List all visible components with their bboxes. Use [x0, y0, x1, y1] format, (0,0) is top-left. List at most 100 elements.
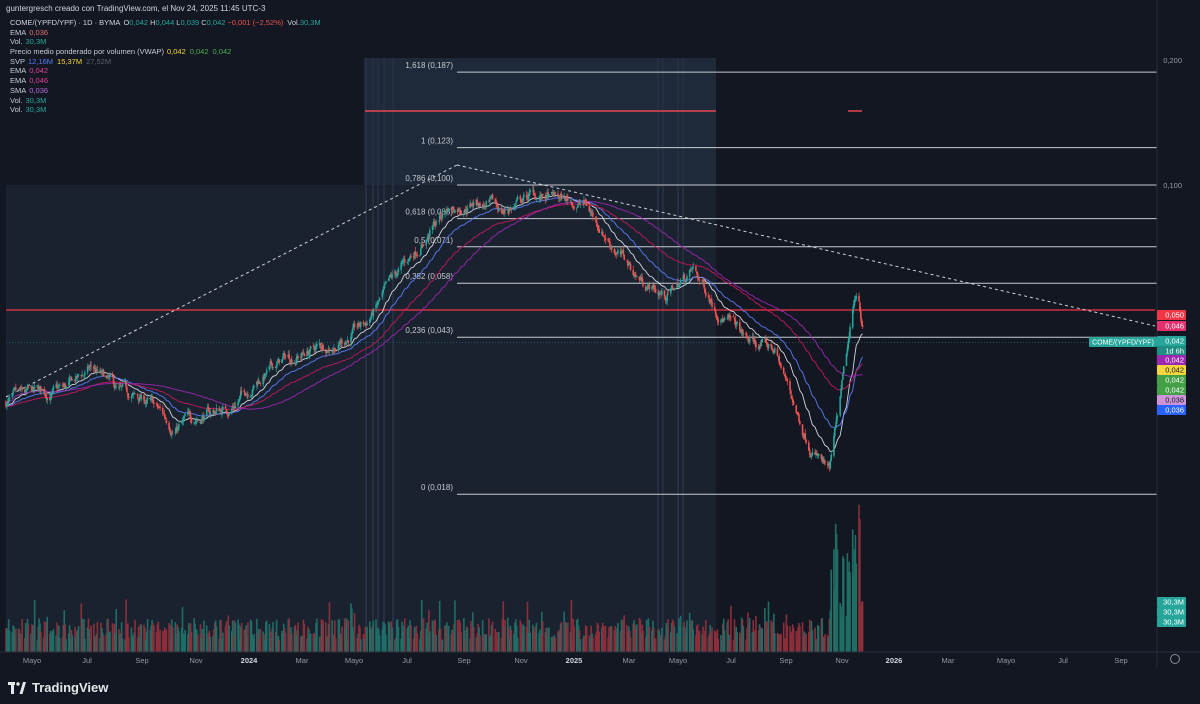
candle-body	[509, 208, 512, 211]
volume-badge[interactable]	[1157, 597, 1186, 607]
volume-bar	[859, 605, 862, 652]
volume-bar	[56, 622, 58, 652]
candle-body	[220, 410, 222, 415]
volume-bar	[732, 639, 735, 652]
candle-body	[532, 189, 534, 191]
candle-body	[695, 266, 697, 272]
volume-bar	[308, 635, 311, 652]
volume-bar	[81, 618, 83, 652]
price-badge[interactable]	[1157, 310, 1186, 320]
candle-body	[741, 329, 744, 335]
legend-indicator-row[interactable]: EMA 0,036	[10, 28, 321, 38]
candle-body	[226, 412, 229, 415]
volume-bar	[57, 635, 59, 652]
volume-bar	[701, 634, 703, 652]
price-badge[interactable]	[1157, 355, 1186, 365]
volume-bar	[95, 633, 98, 652]
price-badge[interactable]	[1157, 405, 1186, 415]
candle-body	[406, 262, 409, 263]
candle-body	[50, 395, 52, 400]
candle-body	[100, 370, 102, 374]
price-badge[interactable]	[1157, 321, 1186, 331]
legend-indicator-row[interactable]: Vol. 30,3M	[10, 37, 321, 47]
price-tick-label: 0,200	[1163, 56, 1182, 65]
time-axis[interactable]: Mayo Jul Sep Nov 2024 Mar Mayo Jul Sep Nov 2025 Mar…	[0, 651, 1200, 665]
trend-lines[interactable]	[5, 164, 1156, 398]
volume-bar	[67, 633, 70, 652]
price-badge[interactable]	[1157, 336, 1186, 346]
volume-bar	[90, 625, 92, 652]
volume-badge[interactable]	[1157, 607, 1186, 617]
settings-gear-icon[interactable]	[1170, 654, 1180, 664]
tradingview-logo[interactable]: TradingView	[8, 680, 108, 695]
candle-body	[176, 427, 178, 431]
candle-body	[389, 274, 392, 277]
candle-body	[65, 385, 67, 388]
legend-indicator-row[interactable]: Vol. 30,3M	[10, 105, 321, 115]
price-badge[interactable]	[1157, 365, 1186, 375]
candle-body	[830, 454, 833, 461]
legend-indicator-row[interactable]: SVP 12,16M 15,37M 27,52M	[10, 57, 321, 67]
trendline-down[interactable]	[456, 164, 1156, 327]
price-badge[interactable]	[1157, 346, 1186, 356]
volume-bar	[752, 620, 755, 652]
volume-bar	[15, 628, 17, 652]
symbol-price-tag[interactable]	[1089, 337, 1157, 347]
price-badge[interactable]	[1157, 395, 1186, 405]
candle-body	[15, 387, 17, 390]
candle-body	[657, 291, 660, 295]
volume-bar	[134, 619, 136, 652]
volume-bar	[282, 634, 284, 652]
trendline-up[interactable]	[5, 164, 458, 398]
legend-indicator-row[interactable]: Vol. 30,3M	[10, 96, 321, 106]
volume-bar	[306, 638, 308, 652]
candle-body	[647, 283, 650, 286]
candle-body	[783, 374, 786, 377]
volume-bar	[661, 627, 663, 652]
candle-body	[629, 263, 632, 270]
volume-bar	[798, 623, 800, 652]
legend-symbol-row[interactable]: COME/(YPFD/YPF) · 1D · BYMA O0,042 H0,044 L…	[10, 18, 321, 28]
legend-indicator-row[interactable]: Precio medio ponderado por volumen (VWAP…	[10, 47, 321, 57]
legend-indicator-row[interactable]: EMA 0,042	[10, 66, 321, 76]
price-badge[interactable]	[1157, 375, 1186, 385]
candle-body	[11, 393, 14, 397]
volume-badge[interactable]	[1157, 617, 1186, 627]
volume-bar	[709, 624, 712, 652]
volume-bar	[108, 632, 110, 652]
candle-body	[541, 193, 544, 196]
candle-body	[402, 260, 404, 262]
volume-bar	[333, 634, 335, 652]
volume-bar	[171, 627, 174, 652]
legend-indicator-value: 30,3M	[25, 37, 47, 47]
price-badge-label: 1d 6h	[1165, 347, 1184, 356]
candle-body	[168, 422, 170, 429]
volume-bar	[557, 632, 559, 652]
candle-body	[673, 288, 676, 290]
volume-bar	[745, 639, 747, 652]
tradingview-wordmark: TradingView	[32, 680, 109, 695]
fibonacci-retracement[interactable]: 1,618 (0,187)1 (0,123)0,786 (0,100)0,618…	[405, 61, 1157, 495]
candle-body	[686, 276, 688, 281]
candle-body	[138, 397, 141, 402]
candle-body	[782, 367, 785, 374]
price-badge[interactable]	[1157, 385, 1186, 395]
volume-bar	[539, 629, 541, 652]
volume-bar	[860, 601, 863, 652]
volume-bar	[391, 627, 393, 652]
legend-indicator-row[interactable]: EMA 0,046	[10, 76, 321, 86]
volume-bar	[394, 639, 396, 652]
candle-body	[628, 262, 631, 264]
candle-body	[852, 304, 855, 310]
volume-bar	[419, 639, 421, 652]
candle-body	[308, 354, 310, 355]
legend-indicator-row[interactable]: SMA 0,036	[10, 86, 321, 96]
candle-body	[483, 204, 486, 208]
fib-level-label: 0,786 (0,100)	[405, 174, 453, 183]
candle-body	[494, 199, 497, 202]
candle-body	[601, 231, 604, 236]
candle-body	[815, 453, 817, 455]
volume-bar	[194, 623, 196, 652]
